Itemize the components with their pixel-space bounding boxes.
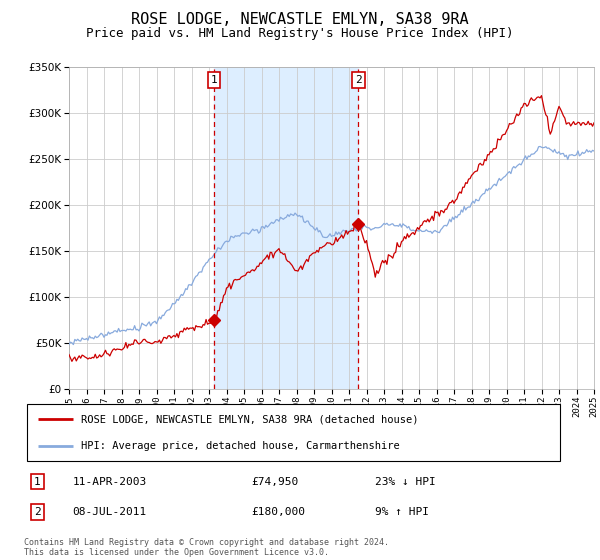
Bar: [214, 67, 358, 389]
Text: 08-JUL-2011: 08-JUL-2011: [73, 507, 147, 517]
Text: 2: 2: [34, 507, 41, 517]
Text: Price paid vs. HM Land Registry's House Price Index (HPI): Price paid vs. HM Land Registry's House …: [86, 27, 514, 40]
Text: 9% ↑ HPI: 9% ↑ HPI: [375, 507, 429, 517]
Text: 1: 1: [211, 75, 217, 85]
Text: 2: 2: [355, 75, 362, 85]
Text: £180,000: £180,000: [251, 507, 305, 517]
Text: HPI: Average price, detached house, Carmarthenshire: HPI: Average price, detached house, Carm…: [80, 441, 400, 451]
Text: 1: 1: [34, 477, 41, 487]
Text: £74,950: £74,950: [251, 477, 298, 487]
FancyBboxPatch shape: [27, 404, 560, 461]
Text: ROSE LODGE, NEWCASTLE EMLYN, SA38 9RA (detached house): ROSE LODGE, NEWCASTLE EMLYN, SA38 9RA (d…: [80, 414, 418, 424]
Text: Contains HM Land Registry data © Crown copyright and database right 2024.
This d: Contains HM Land Registry data © Crown c…: [24, 538, 389, 557]
Text: 23% ↓ HPI: 23% ↓ HPI: [375, 477, 436, 487]
Text: ROSE LODGE, NEWCASTLE EMLYN, SA38 9RA: ROSE LODGE, NEWCASTLE EMLYN, SA38 9RA: [131, 12, 469, 27]
Text: 11-APR-2003: 11-APR-2003: [73, 477, 147, 487]
